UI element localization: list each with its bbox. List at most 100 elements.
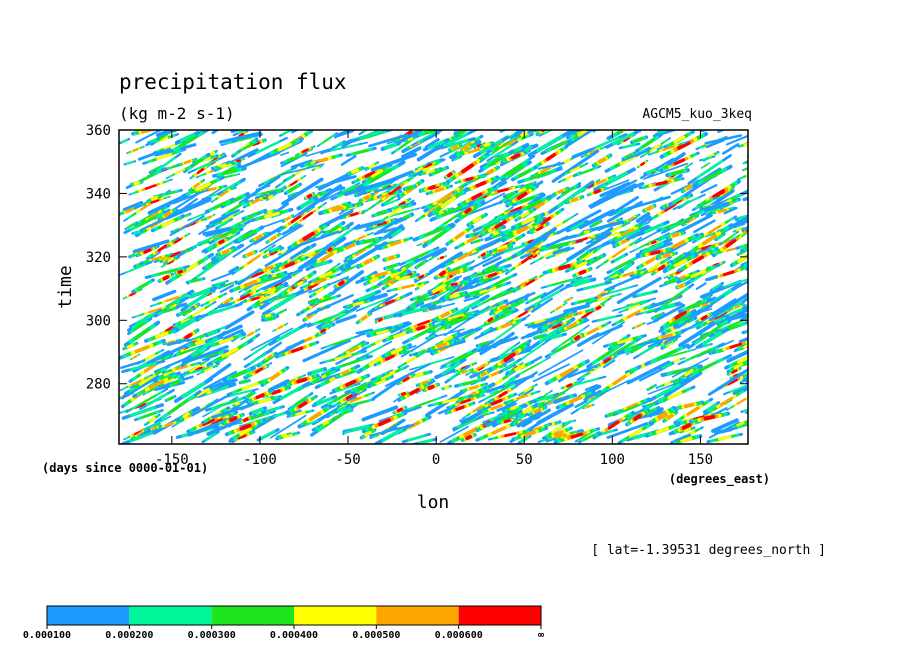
precip-streak	[145, 250, 150, 252]
precip-streak	[374, 117, 387, 125]
precip-streak	[209, 216, 211, 217]
colorbar-label: 0.000100	[23, 630, 71, 641]
precip-streak	[455, 117, 495, 131]
precip-streak	[747, 306, 780, 315]
precip-streak	[184, 414, 188, 417]
precip-streak	[752, 358, 758, 359]
precip-streak	[501, 306, 507, 308]
y-tick-label: 320	[86, 250, 111, 266]
precip-streak	[536, 410, 540, 412]
precip-streak	[180, 124, 188, 128]
precip-streak	[567, 299, 569, 300]
precip-streak	[748, 235, 776, 248]
precip-streak	[749, 358, 780, 377]
precip-streak	[673, 172, 681, 174]
precip-streak	[439, 345, 446, 347]
precip-streak	[315, 379, 318, 381]
precip-streak	[594, 223, 598, 225]
precip-streak	[719, 210, 725, 211]
precip-streak	[389, 265, 395, 267]
precip-streak	[187, 250, 190, 251]
precip-streak	[549, 119, 572, 131]
precip-streak	[237, 160, 240, 161]
precip-streak	[753, 297, 762, 303]
precip-streak	[505, 421, 509, 422]
y-tick-label: 360	[86, 123, 111, 139]
precip-streak	[713, 123, 726, 127]
precip-streak	[587, 406, 590, 407]
precip-streak	[747, 225, 757, 230]
precip-streak	[292, 111, 336, 132]
colorbar-label: 0.000600	[435, 630, 483, 641]
x-units-label: (degrees_east)	[669, 472, 770, 487]
precip-streak	[636, 139, 642, 141]
precip-streak	[751, 236, 772, 246]
precip-streak	[179, 271, 181, 272]
precip-streak	[454, 147, 457, 148]
precip-streak	[538, 336, 542, 337]
precip-streak	[287, 218, 290, 220]
precip-streak	[505, 125, 511, 128]
precip-streak	[642, 163, 644, 164]
precip-streak	[268, 211, 271, 212]
precip-streak	[220, 241, 223, 242]
precip-streak	[249, 253, 252, 254]
precip-streak	[303, 150, 307, 152]
precip-streak	[657, 182, 666, 184]
precip-streak	[749, 221, 760, 229]
precip-streak	[257, 395, 263, 397]
precip-streak	[750, 357, 761, 359]
precip-streak	[687, 186, 690, 188]
precip-streak	[669, 416, 672, 418]
precip-streak	[257, 236, 261, 238]
precip-streak	[750, 171, 758, 175]
x-tick-label: -50	[335, 452, 360, 468]
precip-streak	[237, 122, 260, 130]
precip-streak	[309, 196, 311, 197]
precip-streak	[362, 317, 365, 319]
precip-streak	[753, 408, 763, 411]
colorbar-swatch	[459, 606, 541, 625]
colorbar-label: 0.000500	[352, 630, 400, 641]
precip-streak	[135, 232, 140, 233]
precip-streak	[753, 140, 784, 159]
precip-streak	[245, 419, 247, 420]
precip-streak	[389, 257, 393, 258]
precip-streak	[594, 101, 640, 131]
y-tick-label: 280	[86, 377, 111, 393]
precip-streak	[746, 240, 767, 246]
precip-streak	[466, 210, 469, 212]
precip-streak	[750, 295, 765, 305]
precip-streak	[760, 144, 778, 155]
precip-streak	[236, 404, 239, 405]
precip-streak	[600, 159, 604, 162]
colorbar-label: ∞	[538, 630, 544, 641]
precip-streak	[339, 409, 345, 411]
precip-streak	[749, 223, 758, 227]
precip-streak	[436, 189, 442, 191]
precip-streak	[754, 238, 769, 245]
precip-streak	[471, 387, 478, 389]
precip-streak	[248, 394, 251, 396]
precip-streak	[748, 344, 757, 347]
precip-streak	[652, 252, 659, 254]
precip-streak	[748, 291, 765, 297]
precip-streak	[489, 274, 496, 276]
precip-streak	[513, 155, 519, 158]
precip-streak	[224, 251, 229, 252]
precip-streak	[442, 313, 448, 316]
precip-streak	[559, 191, 563, 193]
colorbar-swatch	[376, 606, 458, 625]
precip-streak	[399, 409, 402, 410]
source-label: AGCM5_kuo_3keq	[642, 107, 752, 122]
precip-streak	[747, 373, 768, 382]
precip-streak	[378, 212, 385, 214]
precip-streak	[554, 122, 567, 129]
precip-streak	[504, 125, 512, 130]
precip-streak	[488, 267, 493, 270]
precip-streak	[728, 122, 741, 128]
precip-streak	[134, 356, 136, 357]
precip-streak	[573, 199, 577, 200]
precip-streak	[708, 121, 733, 129]
